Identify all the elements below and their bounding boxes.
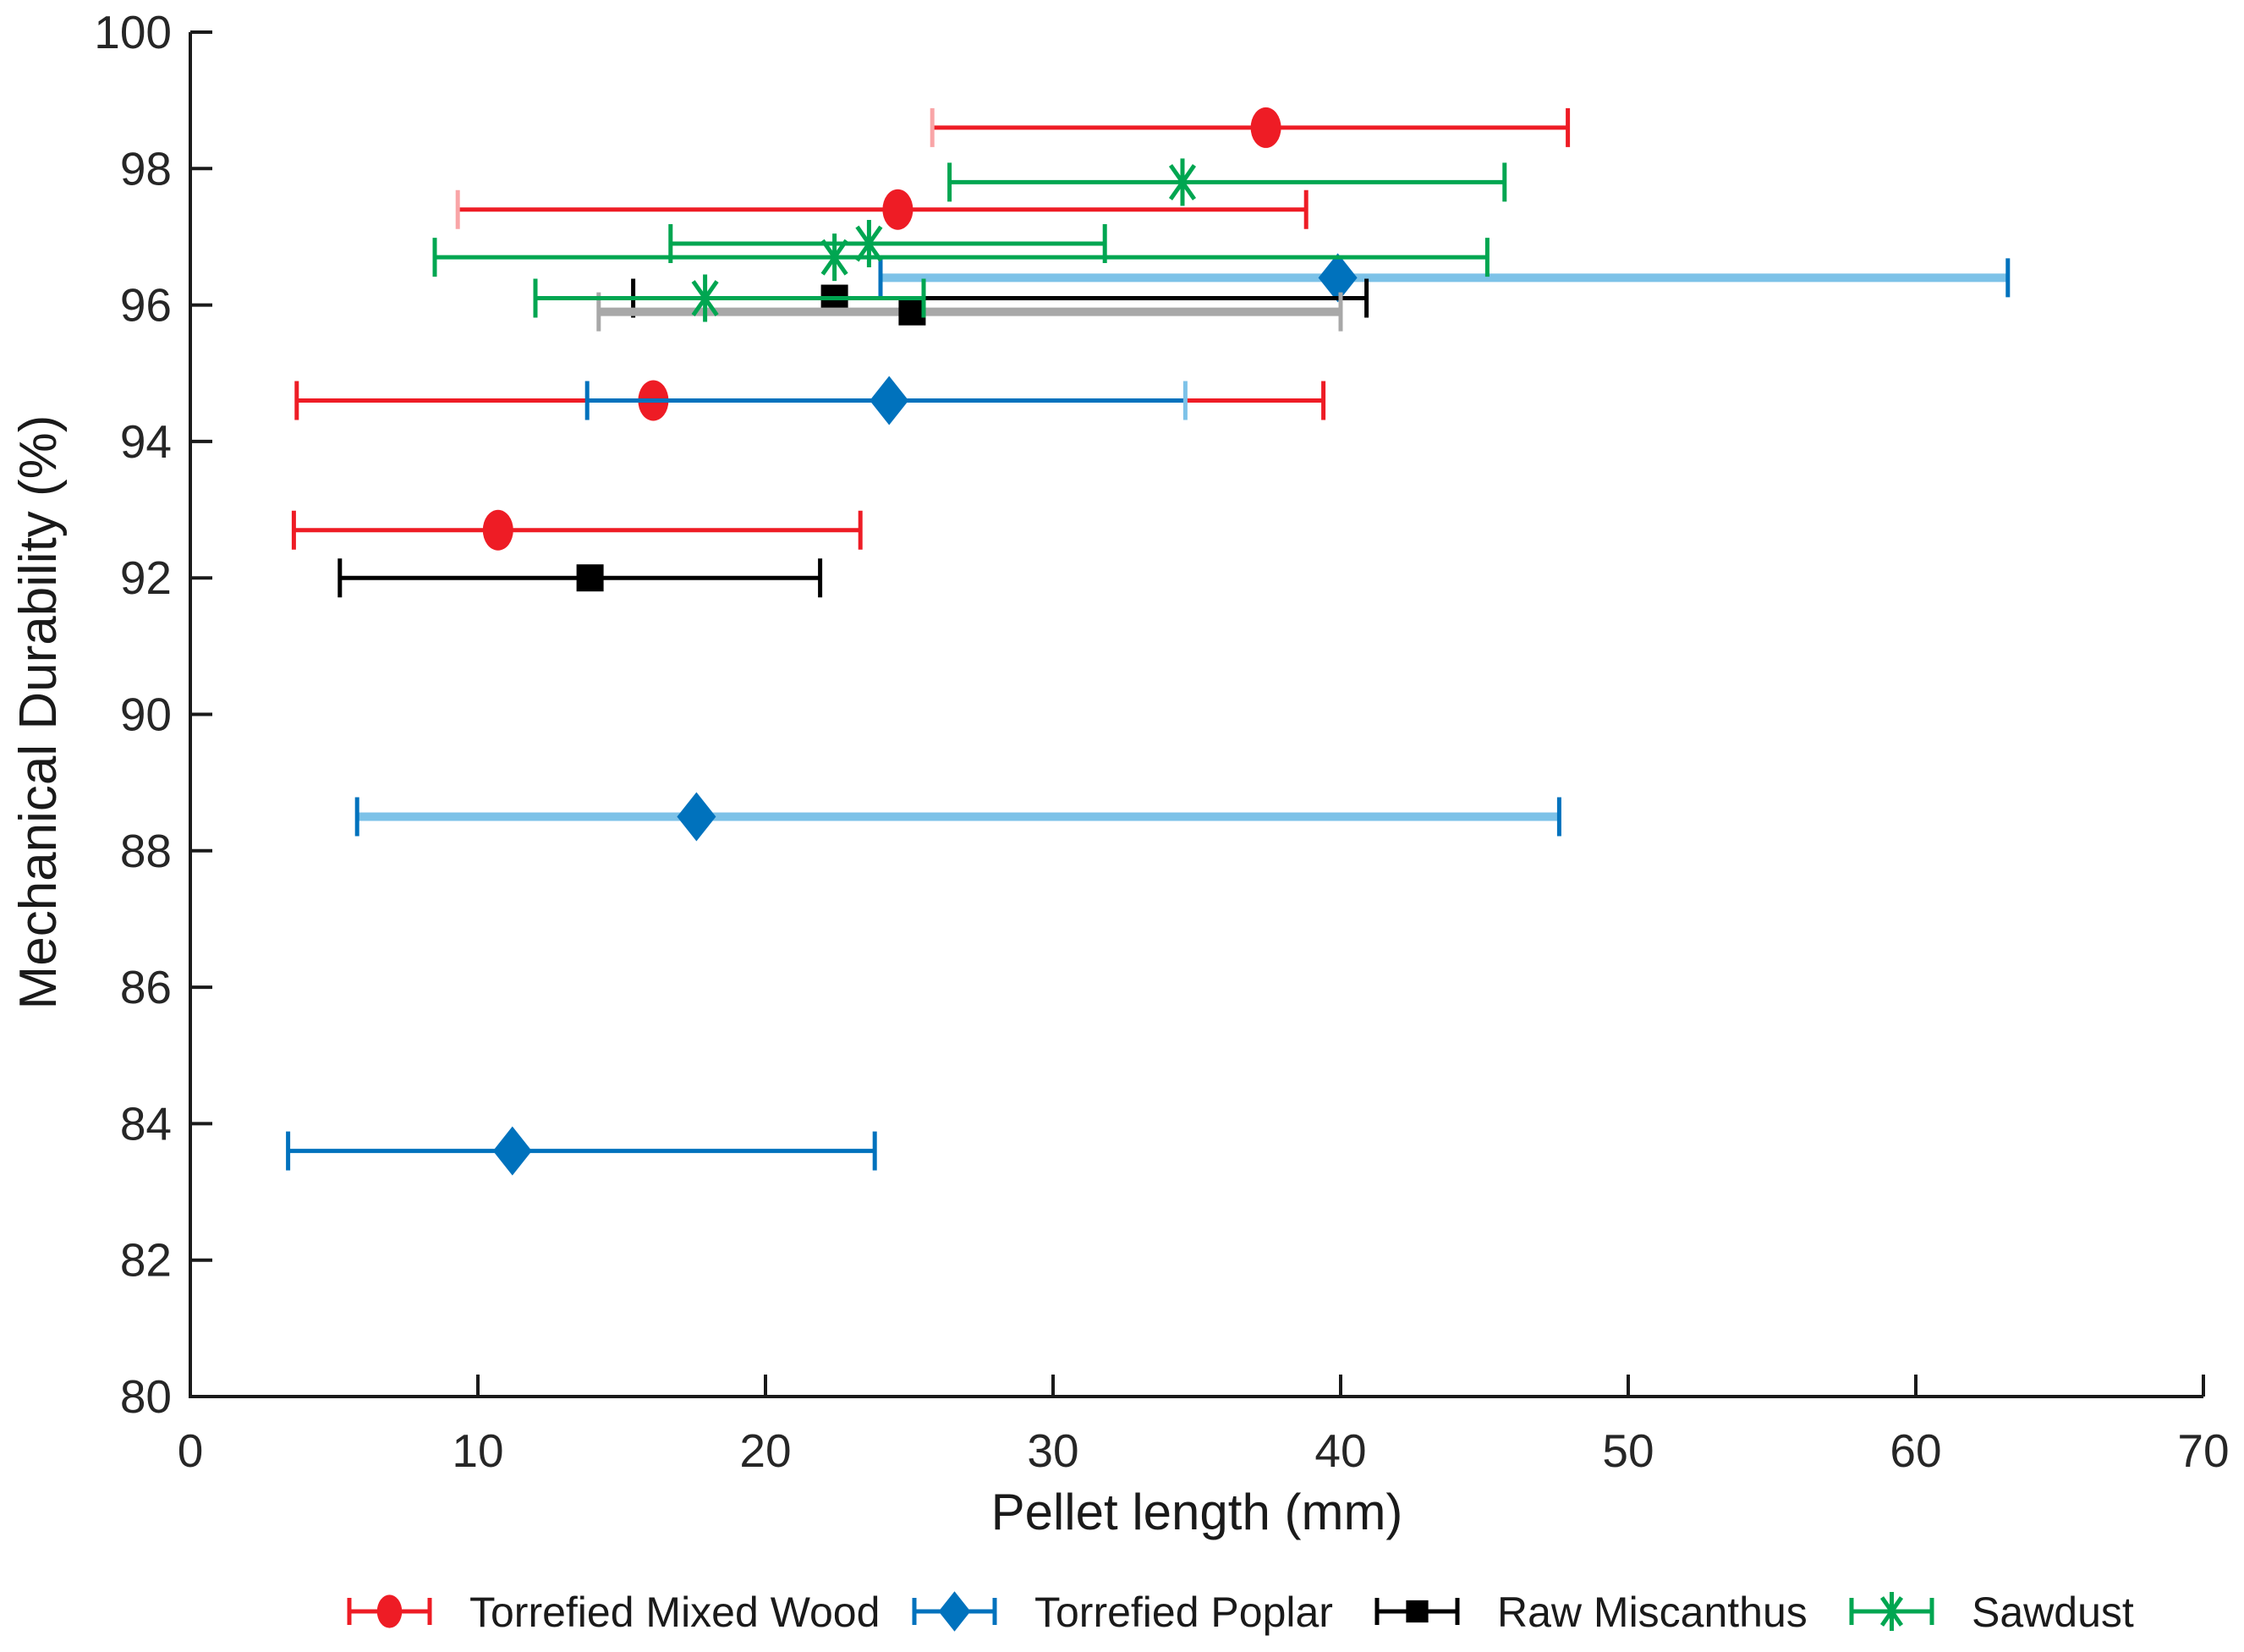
error-bar <box>878 258 2011 298</box>
x-axis-title: Pellet length (mm) <box>991 1484 1403 1540</box>
y-tick-label: 86 <box>120 961 172 1013</box>
legend-item-sawdust: Sawdust <box>1849 1589 2134 1636</box>
error-bar <box>286 1131 877 1171</box>
data-point-sawdust <box>691 274 719 322</box>
data-point-torrefied-mixed-wood <box>1250 107 1281 148</box>
legend: Torrefied Mixed Wood Torrefied Poplar Raw … <box>347 1589 2134 1636</box>
legend-item-torrefied-poplar: Torrefied Poplar <box>912 1589 1333 1636</box>
data-point-sawdust <box>855 220 883 268</box>
data-point-torrefied-poplar <box>870 376 909 425</box>
data-point-raw-miscanthus <box>898 298 926 326</box>
legend-item-torrefied-mixed-wood: Torrefied Mixed Wood <box>347 1589 880 1636</box>
legend-label: Torrefied Mixed Wood <box>469 1589 880 1636</box>
axis-spines <box>189 32 2203 1398</box>
legend-marker-square <box>1406 1600 1429 1623</box>
data-point-torrefied-mixed-wood <box>482 509 513 551</box>
torrefied-poplar-legend-marker-icon <box>912 1591 997 1632</box>
y-axis-title: Mechanical Durability (%) <box>9 415 68 1010</box>
data-point-torrefied-mixed-wood <box>882 189 914 230</box>
asterisk-spoke <box>820 239 848 276</box>
data-point-torrefied-poplar <box>492 1126 532 1176</box>
legend-label: Raw Miscanthus <box>1497 1589 1808 1636</box>
y-tick-label: 88 <box>120 825 172 877</box>
y-tick-label: 82 <box>120 1234 172 1287</box>
y-tick-label: 98 <box>120 142 172 195</box>
y-tick-label: 92 <box>120 552 172 604</box>
error-bar <box>455 189 1309 229</box>
error-bar <box>930 107 1571 147</box>
y-tick-label: 100 <box>94 6 172 58</box>
data-point-raw-miscanthus <box>576 564 604 592</box>
data-point-torrefied-poplar <box>677 792 716 842</box>
raw-miscanthus-legend-marker-icon <box>1374 1598 1460 1625</box>
data-point-sawdust <box>820 233 848 282</box>
asterisk-spoke <box>855 225 883 262</box>
data-layer <box>286 107 2011 1176</box>
y-tick-label: 84 <box>120 1097 172 1150</box>
y-tick-label: 90 <box>120 689 172 741</box>
error-bar <box>947 162 1507 202</box>
error-bar <box>533 278 926 318</box>
x-tick-label: 20 <box>739 1424 791 1477</box>
torrefied-mixed-wood-legend-marker-icon <box>347 1594 432 1628</box>
asterisk-spoke <box>1168 163 1197 200</box>
legend-item-raw-miscanthus: Raw Miscanthus <box>1374 1589 1808 1636</box>
legend-label: Torrefied Poplar <box>1034 1589 1333 1636</box>
asterisk-spoke <box>1879 1596 1904 1627</box>
x-tick-label: 60 <box>1890 1424 1941 1477</box>
series-torrefied-mixed-wood <box>291 107 1571 551</box>
error-bar <box>291 510 863 550</box>
error-bar <box>432 238 1490 277</box>
x-tick-label: 70 <box>2177 1424 2229 1477</box>
series-torrefied-poplar <box>286 253 2011 1176</box>
y-tick-label: 80 <box>120 1370 172 1423</box>
error-bar <box>354 797 1561 837</box>
x-tick-label: 40 <box>1314 1424 1366 1477</box>
x-tick-label: 10 <box>452 1424 503 1477</box>
y-tick-label: 96 <box>120 279 172 332</box>
data-point-sawdust <box>1168 158 1197 206</box>
series-sawdust <box>432 158 1507 322</box>
data-point-torrefied-poplar <box>1318 253 1358 303</box>
axes-layer: 0 10 20 30 40 50 60 70 80 82 84 86 88 90 92 94 96 98 100 <box>94 6 2229 1477</box>
x-tick-label: 30 <box>1027 1424 1078 1477</box>
sawdust-legend-marker-icon <box>1849 1592 1934 1631</box>
legend-marker-circle <box>376 1594 403 1628</box>
x-tick-label: 50 <box>1602 1424 1654 1477</box>
asterisk-spoke <box>691 280 719 316</box>
legend-label: Sawdust <box>1972 1589 2134 1636</box>
legend-marker-asterisk <box>1879 1592 1904 1631</box>
y-tick-label: 94 <box>120 415 172 468</box>
legend-marker-diamond <box>938 1591 971 1632</box>
x-tick-label: 0 <box>178 1424 204 1477</box>
